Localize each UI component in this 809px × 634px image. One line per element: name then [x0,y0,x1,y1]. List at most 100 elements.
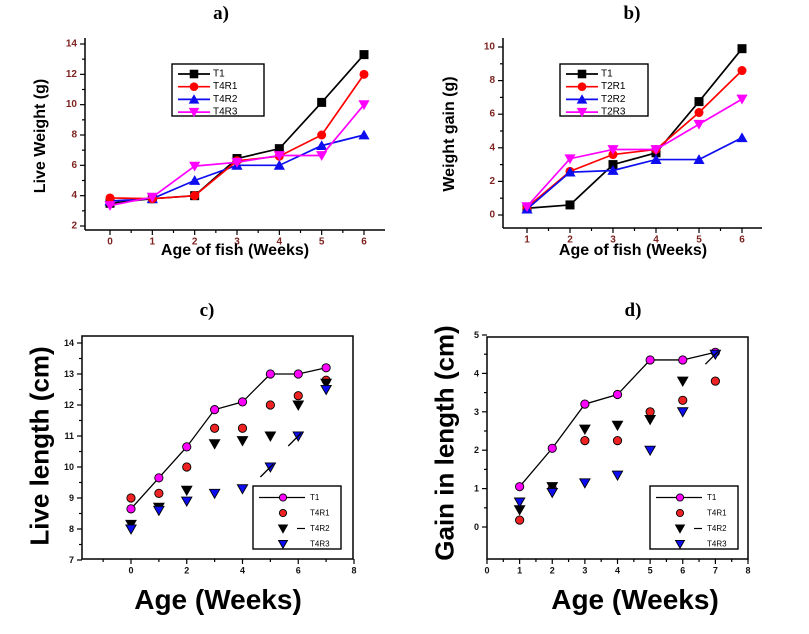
panel-b-title: b) [623,3,641,24]
axis-ticks [498,46,743,233]
svg-text:T1: T1 [213,69,225,80]
panel-b-x-axis-title: Age of fish (Weeks) [558,242,708,259]
svg-text:T4R3: T4R3 [213,107,238,118]
panel-d-x-axis-title: Age (Weeks) [551,584,719,615]
legend: T1 T4R1 T4R2 T4R3 [252,485,342,550]
svg-text:T4R3: T4R3 [707,540,727,549]
axis-ticks [482,334,749,564]
svg-text:1: 1 [474,484,479,494]
svg-text:6: 6 [71,160,77,171]
series-T1 [515,347,720,492]
svg-text:3: 3 [610,234,616,245]
svg-text:0: 0 [489,210,495,221]
svg-text:3: 3 [234,236,240,247]
svg-text:2: 2 [567,234,573,245]
panel-a-y-axis-title: Live Weight (g) [32,78,49,194]
annotation-tail [259,463,274,478]
svg-text:T4R1: T4R1 [213,81,238,92]
svg-text:T4R2: T4R2 [310,524,330,533]
panel-c-title: c) [199,300,215,321]
tick-labels: 1 2 3 4 5 6 0 2 4 6 8 10 [484,42,745,246]
axis-ticks [80,43,365,235]
panel-d-title: d) [624,300,642,321]
svg-text:8: 8 [71,130,77,141]
svg-text:10: 10 [484,42,496,53]
panel-c-x-axis-title: Age (Weeks) [134,584,302,615]
svg-text:T1: T1 [310,493,320,502]
tick-labels: 0 2 4 6 8 7 8 9 10 11 12 13 14 [64,338,357,575]
svg-text:0: 0 [484,565,489,575]
svg-text:6: 6 [296,565,301,575]
svg-text:0: 0 [107,236,113,247]
svg-text:2: 2 [192,236,198,247]
svg-text:7: 7 [713,565,718,575]
series-T4R1 [126,375,331,503]
axis-frame [502,38,762,229]
legend: T1 T4R1 T4R2 T4R3 [649,485,739,550]
svg-text:T2R3: T2R3 [601,107,626,118]
panel-b: 1 2 3 4 5 6 0 2 4 6 8 10 T1 T2R1 T2R2 T2R3 b) Age of fi… [405,0,809,280]
svg-text:T4R2: T4R2 [707,524,727,533]
svg-text:10: 10 [64,462,74,472]
panel-d-plot: 0 1 2 3 4 5 6 7 8 0 1 2 3 4 5 T1 T4R1 T4R2 T4R3 [474,330,751,575]
svg-text:5: 5 [648,565,653,575]
svg-text:8: 8 [69,524,74,534]
svg-text:4: 4 [615,565,620,575]
svg-text:3: 3 [582,565,587,575]
series-T4R2 [125,378,333,531]
panel-d: 0 1 2 3 4 5 6 7 8 0 1 2 3 4 5 T1 T4R1 T4R2 T4R3 d) Age (We… [405,280,809,634]
panel-d-y-axis-title: Gain in length (cm) [429,325,460,561]
svg-text:12: 12 [66,69,78,80]
svg-text:10: 10 [66,99,78,110]
svg-text:8: 8 [745,565,750,575]
series-T2R3 [521,94,748,212]
svg-text:T2R1: T2R1 [601,81,626,92]
svg-text:2: 2 [550,565,555,575]
svg-text:7: 7 [69,555,74,565]
series-T2R2 [521,132,748,214]
panel-b-y-axis-title: Weight gain (g) [441,76,458,192]
svg-text:6: 6 [489,109,495,120]
svg-text:T2R2: T2R2 [601,94,626,105]
svg-text:T4R2: T4R2 [213,94,238,105]
svg-text:1: 1 [517,565,522,575]
svg-text:14: 14 [66,39,78,50]
svg-text:11: 11 [64,431,74,441]
svg-text:8: 8 [351,565,356,575]
panel-c-y-axis-title: Live length (cm) [24,346,55,546]
svg-text:2: 2 [71,221,77,232]
svg-text:8: 8 [489,75,495,86]
svg-text:5: 5 [319,236,325,247]
svg-text:2: 2 [474,445,479,455]
panel-c: 0 2 4 6 8 7 8 9 10 11 12 13 14 T1 T4R1 T4R2 T4R3 c) Age … [0,280,405,634]
svg-text:4: 4 [71,190,77,201]
svg-text:T4R3: T4R3 [310,540,330,549]
svg-text:T4R1: T4R1 [707,509,727,518]
svg-text:0: 0 [474,522,479,532]
svg-text:5: 5 [696,234,702,245]
svg-text:4: 4 [489,142,495,153]
svg-text:13: 13 [64,369,74,379]
panel-a-x-axis-title: Age of fish (Weeks) [160,242,310,259]
annotation-tail [287,432,302,447]
panel-c-plot: 0 2 4 6 8 7 8 9 10 11 12 13 14 T1 T4R1 T4R2 T4R3 [64,335,357,575]
axis-ticks [77,342,355,564]
svg-text:2: 2 [489,176,495,187]
axis-frame [81,335,354,560]
series-T4R2 [513,376,689,516]
svg-text:T4R1: T4R1 [310,509,330,518]
axis-frame [84,38,385,231]
series-T4R3 [104,100,370,211]
svg-text:6: 6 [361,236,367,247]
tick-labels: 0 1 2 3 4 5 6 7 8 0 1 2 3 4 5 [474,330,751,575]
panel-a: 0 1 2 3 4 5 6 2 4 6 8 10 12 14 T1 T4R1 T4R2 T4R3 a) Age o… [0,0,405,280]
svg-text:12: 12 [64,400,74,410]
svg-text:T1: T1 [707,493,717,502]
svg-text:0: 0 [128,565,133,575]
svg-text:4: 4 [653,234,659,245]
